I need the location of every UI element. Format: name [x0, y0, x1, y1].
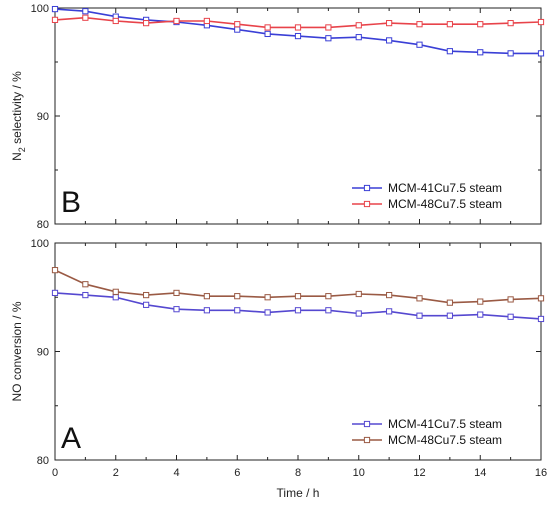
data-point	[507, 50, 514, 57]
x-tick-label: 8	[295, 467, 301, 479]
data-point	[477, 21, 484, 28]
x-tick-label: 10	[353, 467, 365, 479]
data-point	[477, 298, 484, 305]
data-point	[325, 293, 332, 300]
data-point	[234, 307, 241, 314]
data-point	[416, 21, 423, 28]
panel-label: A	[61, 422, 81, 455]
data-point	[264, 309, 271, 316]
data-point	[294, 32, 302, 40]
panel-label: B	[61, 186, 81, 219]
legend-marker	[363, 436, 371, 444]
data-point	[507, 20, 514, 27]
data-point	[537, 315, 545, 323]
x-tick-label: 6	[234, 467, 240, 479]
data-point	[325, 35, 332, 42]
data-point	[507, 296, 514, 303]
x-tick-label: 14	[474, 467, 486, 479]
data-point	[477, 49, 484, 56]
y-axis-title-main: N	[10, 152, 24, 161]
x-tick-label: 4	[173, 467, 179, 479]
data-point	[143, 291, 150, 299]
data-point	[234, 21, 241, 28]
data-point	[112, 17, 119, 25]
data-point	[355, 34, 362, 41]
data-point	[537, 18, 545, 26]
data-point	[325, 24, 332, 31]
data-point	[203, 17, 210, 25]
legend-label: MCM-41Cu7.5 steam	[388, 417, 502, 431]
data-point	[51, 289, 59, 297]
data-point	[537, 295, 545, 302]
x-tick-label: 16	[535, 467, 547, 479]
data-point	[173, 289, 180, 297]
data-point	[507, 313, 514, 320]
data-point	[143, 20, 150, 27]
data-point	[264, 30, 271, 38]
data-point	[51, 267, 59, 274]
data-point	[355, 310, 362, 317]
data-point	[82, 8, 89, 15]
data-point	[477, 311, 484, 318]
data-point	[82, 281, 89, 288]
data-point	[173, 306, 180, 313]
chart-panel-a: 80 90 100 0 2 4 6 8 10 12 14 16 NO conversion / % Tim…	[10, 238, 547, 500]
x-tick-label: 0	[52, 467, 58, 479]
data-point	[234, 293, 241, 300]
legend-marker	[363, 420, 371, 428]
y-tick-label: 100	[31, 238, 49, 250]
data-point	[112, 288, 119, 295]
data-point	[234, 26, 241, 33]
legend-marker	[363, 200, 371, 208]
data-point	[143, 301, 150, 308]
y-axis-title-subscript: 2	[17, 147, 27, 152]
data-point	[446, 299, 453, 306]
legend-label: MCM-48Cu7.5 steam	[388, 433, 502, 447]
y-axis-title: N2 selectivity / %	[10, 71, 27, 161]
data-point	[416, 312, 423, 319]
data-point	[386, 37, 393, 44]
series-line-1	[54, 8, 541, 55]
data-point	[203, 293, 210, 300]
y-tick-label: 90	[37, 111, 49, 123]
y-tick-label: 80	[37, 219, 49, 231]
legend-marker	[363, 184, 371, 192]
data-point	[416, 295, 423, 302]
data-point	[537, 50, 545, 57]
data-point	[112, 294, 119, 301]
data-point	[386, 308, 393, 315]
data-point	[325, 307, 332, 314]
legend-label: MCM-41Cu7.5 steam	[388, 181, 502, 195]
legend-label: MCM-48Cu7.5 steam	[388, 197, 502, 211]
data-point	[294, 24, 302, 31]
y-tick-label: 100	[31, 3, 49, 15]
y-tick-label: 90	[37, 347, 49, 359]
data-point	[82, 291, 89, 299]
data-point	[294, 293, 302, 300]
x-axis-title: Time / h	[277, 486, 320, 500]
data-point	[264, 24, 271, 31]
y-tick-label: 80	[37, 455, 49, 467]
x-tick-label: 12	[413, 467, 425, 479]
data-point	[355, 22, 362, 29]
data-point	[355, 290, 362, 298]
data-point	[203, 307, 210, 314]
data-point	[294, 307, 302, 314]
data-point	[386, 291, 393, 299]
data-point	[173, 17, 180, 25]
data-point	[446, 312, 453, 319]
data-point	[51, 16, 59, 23]
data-point	[386, 20, 393, 27]
x-tick-label: 2	[113, 467, 119, 479]
data-point	[264, 294, 271, 301]
y-axis-title-rest: selectivity / %	[10, 71, 24, 147]
data-point	[416, 41, 423, 48]
data-point	[446, 21, 453, 28]
y-axis-title: NO conversion / %	[10, 301, 24, 401]
data-point	[446, 48, 453, 55]
chart-panel-b: 80 90 100 N2 selectivity / % MCM-41Cu7.5 ste…	[10, 3, 545, 231]
data-point	[82, 14, 89, 21]
data-point	[51, 5, 59, 13]
